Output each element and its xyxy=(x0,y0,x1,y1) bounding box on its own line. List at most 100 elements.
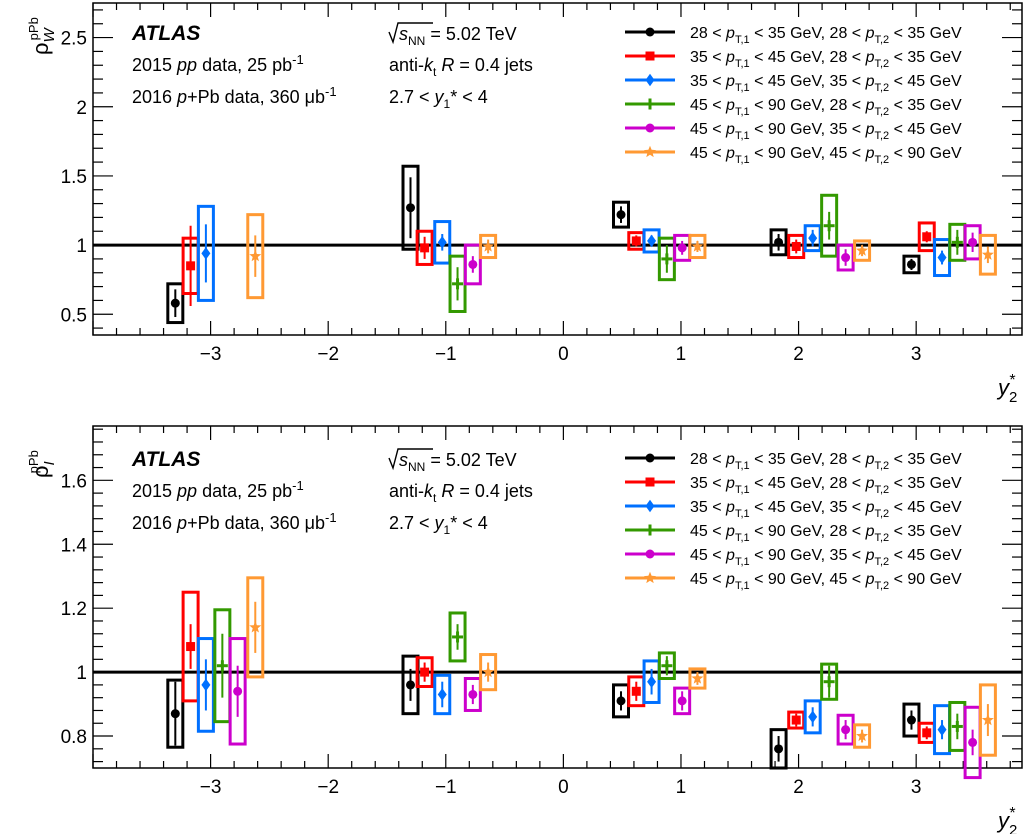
pp-dataset-label: 2015 pp data, 25 pb-1 xyxy=(132,52,304,75)
data-point xyxy=(448,254,467,313)
series-4 xyxy=(228,637,982,780)
data-point xyxy=(246,213,265,300)
x-axis-label-sub: 2 xyxy=(1009,389,1017,406)
sys-box xyxy=(902,254,921,275)
data-point xyxy=(612,683,631,719)
sys-box xyxy=(803,699,822,735)
x-tick-label: 2 xyxy=(793,777,804,798)
marker-star xyxy=(482,665,495,678)
legend-label: 28 < pT,1 < 35 GeV, 28 < pT,2 < 35 GeV xyxy=(690,25,962,46)
legend-entry: 28 < pT,1 < 35 GeV, 28 < pT,2 < 35 GeV xyxy=(625,25,962,46)
legend-entry: 45 < pT,1 < 90 GeV, 45 < pT,2 < 90 GeV xyxy=(625,145,962,166)
data-point xyxy=(642,659,661,704)
marker-circle xyxy=(233,686,243,696)
x-tick-label: −2 xyxy=(317,777,339,798)
x-tick-label: −1 xyxy=(435,344,457,365)
marker-diamond xyxy=(808,231,818,245)
y-tick-label: 2 xyxy=(76,98,87,119)
legend-label: 45 < pT,1 < 90 GeV, 35 < pT,2 < 45 GeV xyxy=(690,121,962,142)
marker-diamond xyxy=(201,247,211,260)
marker-square xyxy=(186,261,196,271)
legend-label: 35 < pT,1 < 45 GeV, 35 < pT,2 < 45 GeV xyxy=(690,73,962,94)
x-axis-label-main: y xyxy=(996,375,1011,400)
legend-label: 35 < pT,1 < 45 GeV, 35 < pT,2 < 45 GeV xyxy=(690,499,962,520)
data-point xyxy=(401,164,420,251)
series-2 xyxy=(196,204,952,302)
y-axis-label: ρIpPb xyxy=(26,450,58,478)
marker-square xyxy=(791,715,801,725)
y-axis-label-sup: pPb xyxy=(26,450,41,473)
data-point xyxy=(448,611,467,663)
marker-circle xyxy=(645,549,655,559)
marker-diamond xyxy=(437,236,447,249)
data-point xyxy=(917,721,936,744)
y-tick-label: 1.2 xyxy=(61,599,87,620)
legend-entry: 35 < pT,1 < 45 GeV, 35 < pT,2 < 45 GeV xyxy=(625,73,962,94)
sys-box xyxy=(612,200,631,229)
marker-square xyxy=(922,728,932,738)
data-point xyxy=(820,662,839,701)
sqrt-sign xyxy=(388,22,433,45)
marker-circle xyxy=(774,744,784,754)
y-tick-label: 1.5 xyxy=(61,167,87,188)
data-point xyxy=(213,608,232,724)
sys-box xyxy=(401,164,420,251)
data-point xyxy=(978,683,997,757)
sys-box xyxy=(978,683,997,757)
marker-circle xyxy=(645,123,655,133)
y-axis-label-sup: pPb xyxy=(26,17,41,40)
legend-label: 45 < pT,1 < 90 GeV, 28 < pT,2 < 35 GeV xyxy=(690,523,962,544)
data-point xyxy=(196,204,215,302)
legend-label: 45 < pT,1 < 90 GeV, 45 < pT,2 < 90 GeV xyxy=(690,571,962,592)
marker-square xyxy=(420,243,430,253)
sys-box xyxy=(463,243,482,286)
marker-cross xyxy=(216,660,228,672)
data-point xyxy=(948,222,967,262)
marker-cross xyxy=(644,98,656,110)
marker-star xyxy=(482,240,495,252)
data-point xyxy=(948,700,967,752)
marker-circle xyxy=(841,725,851,735)
y-tick-label: 1.4 xyxy=(61,535,88,556)
y-axis-label-main: ρ xyxy=(28,42,53,55)
data-point xyxy=(196,637,215,733)
marker-cross xyxy=(452,278,464,290)
legend-label: 28 < pT,1 < 35 GeV, 28 < pT,2 < 35 GeV xyxy=(690,451,962,472)
data-point xyxy=(181,225,200,306)
sys-box xyxy=(246,576,265,679)
y-axis-label: ρWpPb xyxy=(26,17,58,55)
data-point xyxy=(433,673,452,716)
marker-circle xyxy=(906,259,916,269)
marker-diamond xyxy=(437,688,447,701)
ppb-dataset-label: 2016 p+Pb data, 360 μb-1 xyxy=(132,510,337,533)
marker-star xyxy=(981,713,994,726)
x-axis-label-sub: 2 xyxy=(1009,822,1017,834)
marker-circle xyxy=(468,689,478,699)
marker-star xyxy=(981,248,994,260)
sys-box xyxy=(688,667,707,690)
sys-box xyxy=(902,702,921,738)
marker-circle xyxy=(406,203,416,213)
marker-star xyxy=(691,672,704,684)
sys-box xyxy=(433,220,452,265)
marker-cross xyxy=(661,660,673,672)
data-point xyxy=(836,713,855,746)
marker-circle xyxy=(677,696,687,706)
data-point xyxy=(166,678,185,749)
pp-dataset-label: 2015 pp data, 25 pb-1 xyxy=(132,478,304,501)
x-axis-label-sup: * xyxy=(1009,805,1015,822)
marker-diamond xyxy=(645,499,655,513)
data-point xyxy=(627,231,646,251)
marker-diamond xyxy=(937,723,947,736)
sys-box xyxy=(657,651,676,681)
marker-star xyxy=(691,240,704,252)
data-point xyxy=(673,233,692,262)
legend-entry: 35 < pT,1 < 45 GeV, 35 < pT,2 < 45 GeV xyxy=(625,499,962,520)
legend-entry: 35 < pT,1 < 45 GeV, 28 < pT,2 < 35 GeV xyxy=(625,475,962,496)
marker-circle xyxy=(677,243,687,253)
sys-box xyxy=(463,677,482,712)
marker-diamond xyxy=(647,675,657,689)
sys-box xyxy=(479,233,498,260)
sys-box xyxy=(642,659,661,704)
marker-diamond xyxy=(808,710,818,724)
